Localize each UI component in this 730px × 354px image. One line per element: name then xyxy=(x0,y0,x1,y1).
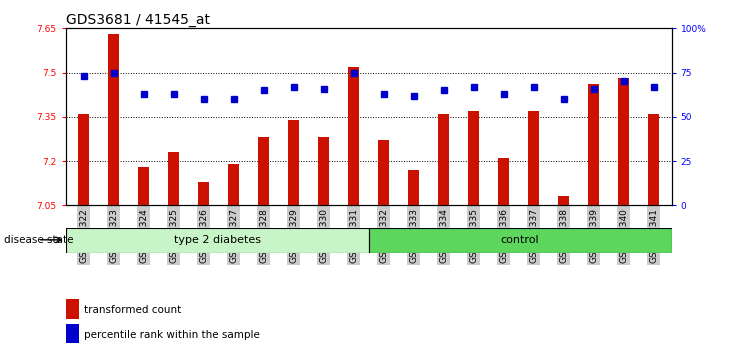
Bar xyxy=(169,152,179,205)
Bar xyxy=(199,182,209,205)
Bar xyxy=(529,111,539,205)
Bar xyxy=(469,111,479,205)
Bar xyxy=(258,137,269,205)
Bar xyxy=(408,170,419,205)
Text: transformed count: transformed count xyxy=(84,305,181,315)
Bar xyxy=(499,158,509,205)
FancyBboxPatch shape xyxy=(66,228,369,253)
Text: disease state: disease state xyxy=(4,235,73,245)
Bar xyxy=(378,141,389,205)
Bar xyxy=(588,84,599,205)
Bar xyxy=(348,67,359,205)
Text: percentile rank within the sample: percentile rank within the sample xyxy=(84,330,260,339)
Bar xyxy=(288,120,299,205)
Bar xyxy=(439,114,449,205)
Text: GDS3681 / 41545_at: GDS3681 / 41545_at xyxy=(66,13,210,27)
Text: control: control xyxy=(501,235,539,245)
FancyBboxPatch shape xyxy=(369,228,672,253)
Bar xyxy=(318,137,329,205)
Bar xyxy=(618,79,629,205)
Bar xyxy=(558,196,569,205)
Bar xyxy=(139,167,149,205)
Bar xyxy=(648,114,659,205)
Text: type 2 diabetes: type 2 diabetes xyxy=(174,235,261,245)
Bar xyxy=(78,114,89,205)
Bar xyxy=(228,164,239,205)
Bar xyxy=(109,34,119,205)
